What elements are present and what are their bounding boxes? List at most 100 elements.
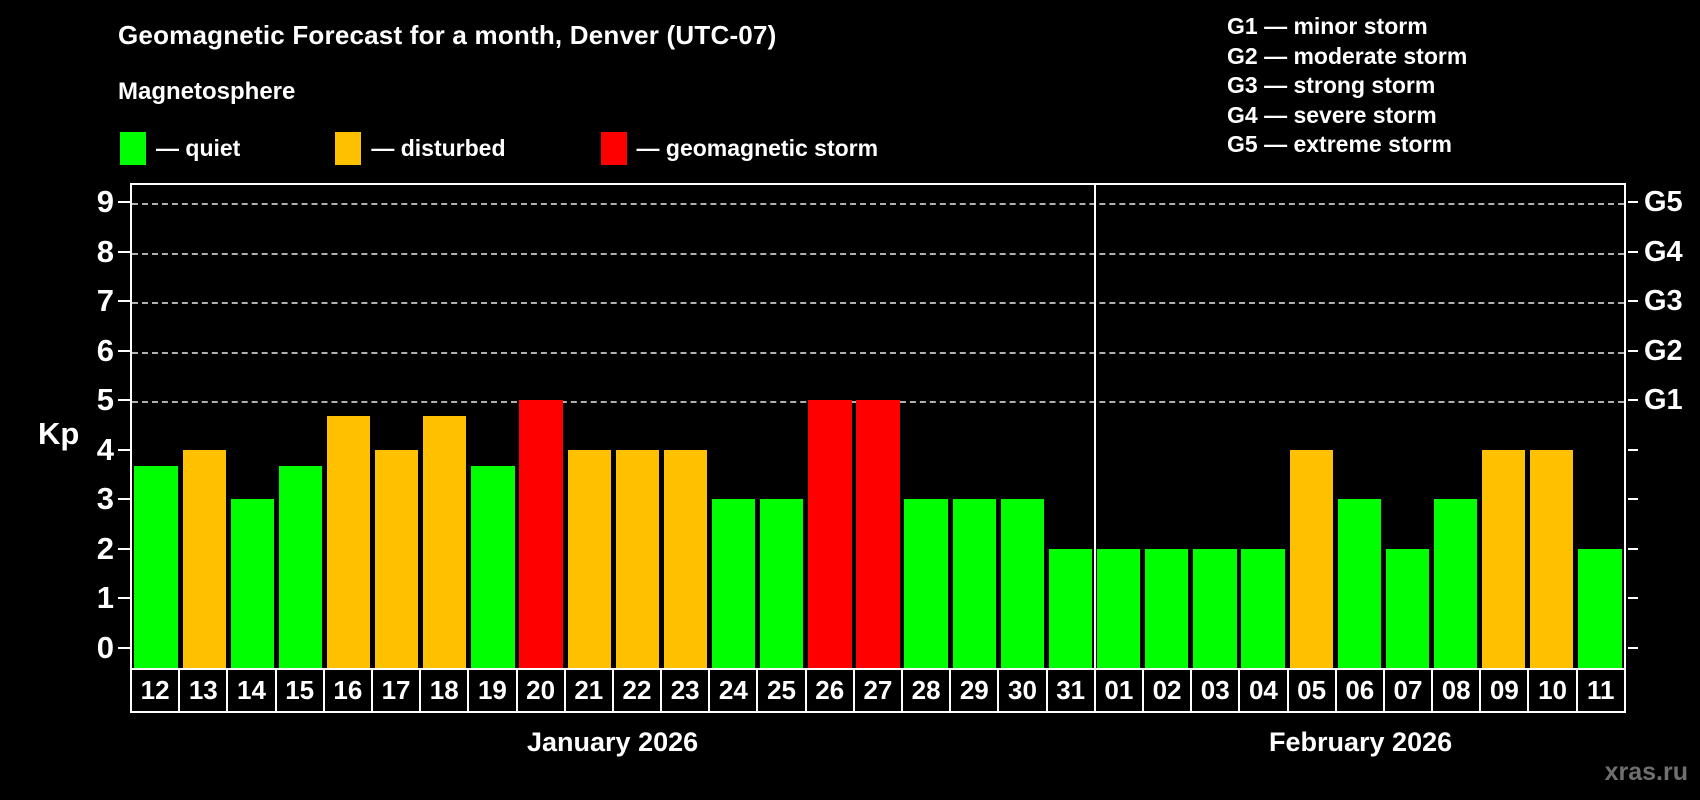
day-label-box-11: 11 (1575, 668, 1626, 713)
right-axis-label-G5: G5 (1644, 186, 1683, 218)
right-axis-label-G4: G4 (1644, 235, 1683, 268)
axis-tick (1628, 349, 1638, 352)
legend-item-storm: — geomagnetic storm (600, 132, 879, 165)
month-label: January 2026 (527, 727, 699, 757)
day-label-box-07: 07 (1382, 668, 1434, 713)
kp-bar-day-30 (1000, 499, 1045, 668)
axis-tick (1628, 597, 1638, 599)
x-axis-day-labels: 12 13 14 15 16 17 18 19 20 21 22 23 24 25 26 27 28 29 30 31… (130, 668, 1626, 713)
axis-tick (118, 448, 130, 451)
legend-item-label: — geomagnetic storm (636, 135, 879, 161)
kp-bar-day-22 (615, 449, 659, 668)
kp-bar-day-18 (423, 416, 467, 668)
axis-tick (118, 547, 130, 550)
kp-bar-day-14 (230, 499, 274, 668)
g-scale-legend: G1 — minor storm G2 — moderate storm G3 … (1227, 12, 1467, 160)
axis-tick (118, 349, 130, 352)
day-label-box-13: 13 (178, 668, 229, 713)
kp-bar-day-31 (1048, 548, 1093, 668)
y-tick-label-4: 4 (96, 431, 114, 467)
kp-bar-day-24 (711, 499, 756, 668)
y-tick-label-8: 8 (96, 233, 114, 269)
kp-bar-day-25 (760, 499, 804, 668)
axis-tick (1628, 201, 1638, 203)
day-label-box-22: 22 (611, 668, 663, 713)
day-label-box-19: 19 (467, 668, 518, 713)
day-label-box-17: 17 (370, 668, 422, 713)
g-scale-legend-line: G2 — moderate storm (1227, 42, 1468, 69)
day-label-box-10: 10 (1527, 668, 1578, 713)
kp-bar-day-26 (808, 400, 852, 668)
day-label-box-08: 08 (1431, 668, 1482, 713)
y-tick-label-0: 0 (96, 629, 114, 665)
kp-bar-day-19 (471, 465, 515, 668)
right-axis-label-G3: G3 (1644, 285, 1683, 317)
gridline-kp7 (132, 302, 1624, 304)
right-axis-label-G1: G1 (1644, 384, 1683, 416)
gridline-kp6 (132, 351, 1624, 354)
day-label-box-27: 27 (852, 668, 903, 713)
kp-bar-day-12 (134, 465, 178, 668)
kp-bar-day-17 (375, 449, 419, 668)
axis-tick (1628, 498, 1638, 500)
day-label-box-30: 30 (997, 668, 1048, 713)
y-tick-label-9: 9 (96, 184, 114, 219)
day-label-box-28: 28 (901, 668, 952, 713)
kp-bar-day-28 (904, 499, 948, 668)
storm-color-swatch (600, 132, 627, 165)
axis-tick (118, 250, 130, 253)
kp-bar-day-29 (952, 499, 996, 668)
axis-tick (118, 201, 130, 203)
y-tick-label-6: 6 (96, 332, 114, 368)
month-separator-line (1093, 185, 1096, 668)
axis-tick (1628, 448, 1638, 451)
watermark: xras.ru (1604, 758, 1688, 786)
kp-bar-day-23 (663, 449, 708, 668)
axis-tick (1628, 300, 1638, 302)
day-label-box-09: 09 (1479, 668, 1530, 713)
kp-bar-day-27 (856, 400, 900, 668)
legend-item-quiet: — quiet (120, 132, 240, 165)
g-scale-legend-line: G3 — strong storm (1227, 72, 1436, 98)
day-label-box-29: 29 (949, 668, 1000, 713)
kp-bar-day-03 (1193, 548, 1237, 668)
disturbed-color-swatch (335, 132, 362, 165)
day-label-box-03: 03 (1190, 668, 1241, 713)
quiet-color-swatch (120, 132, 146, 165)
axis-tick (1628, 547, 1638, 550)
gridline-kp8 (132, 252, 1624, 255)
legend-item-label: — disturbed (371, 135, 506, 161)
plot-area (130, 183, 1626, 668)
day-label-box-15: 15 (274, 668, 325, 713)
day-label-box-16: 16 (322, 668, 373, 713)
kp-bar-day-15 (278, 465, 323, 668)
day-label-box-26: 26 (804, 668, 855, 713)
day-label-box-31: 31 (1045, 668, 1096, 713)
day-label-box-20: 20 (515, 668, 566, 713)
day-label-box-06: 06 (1334, 668, 1385, 713)
right-axis-label-G2: G2 (1644, 334, 1683, 367)
axis-tick (1628, 646, 1638, 649)
day-label-box-14: 14 (226, 668, 277, 713)
y-tick-label-2: 2 (96, 530, 114, 566)
g-scale-legend-line: G4 — severe storm (1227, 101, 1437, 128)
axis-tick (118, 646, 130, 649)
kp-bar-day-21 (567, 449, 611, 668)
axis-tick (118, 300, 130, 302)
day-label-box-21: 21 (563, 668, 614, 713)
kp-bar-day-11 (1578, 548, 1622, 668)
y-tick-label-1: 1 (96, 580, 114, 615)
day-label-box-23: 23 (660, 668, 711, 713)
kp-bar-day-02 (1145, 548, 1189, 668)
kp-bar-day-10 (1530, 449, 1574, 668)
y-tick-label-7: 7 (96, 283, 114, 318)
month-label: February 2026 (1269, 727, 1453, 757)
y-tick-label-5: 5 (96, 382, 114, 417)
axis-tick (118, 399, 130, 401)
legend-item-label: — quiet (156, 135, 241, 161)
kp-bar-day-05 (1289, 449, 1333, 668)
day-label-box-02: 02 (1141, 668, 1193, 713)
g-scale-legend-line: G1 — minor storm (1227, 13, 1428, 39)
kp-bar-day-16 (326, 416, 371, 668)
